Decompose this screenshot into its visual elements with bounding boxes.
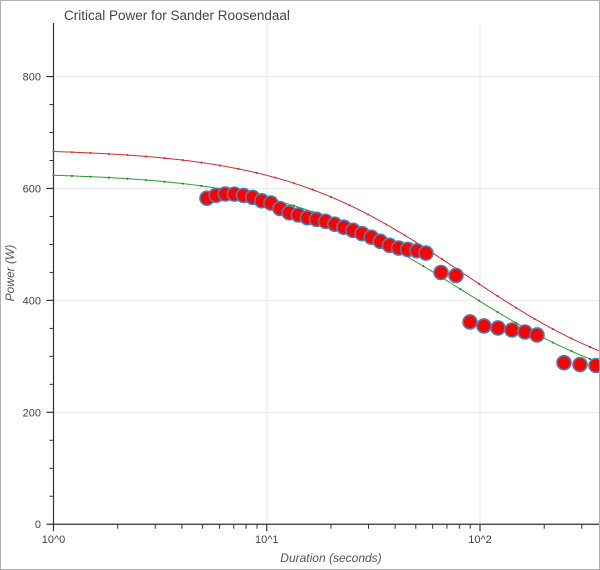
svg-text:200: 200 bbox=[23, 407, 41, 419]
svg-text:400: 400 bbox=[23, 295, 41, 307]
svg-text:800: 800 bbox=[23, 72, 41, 84]
svg-text:600: 600 bbox=[23, 183, 41, 195]
svg-text:10^2: 10^2 bbox=[468, 534, 492, 546]
svg-text:0: 0 bbox=[35, 519, 41, 531]
svg-text:10^1: 10^1 bbox=[255, 534, 279, 546]
svg-text:10^0: 10^0 bbox=[42, 534, 66, 546]
